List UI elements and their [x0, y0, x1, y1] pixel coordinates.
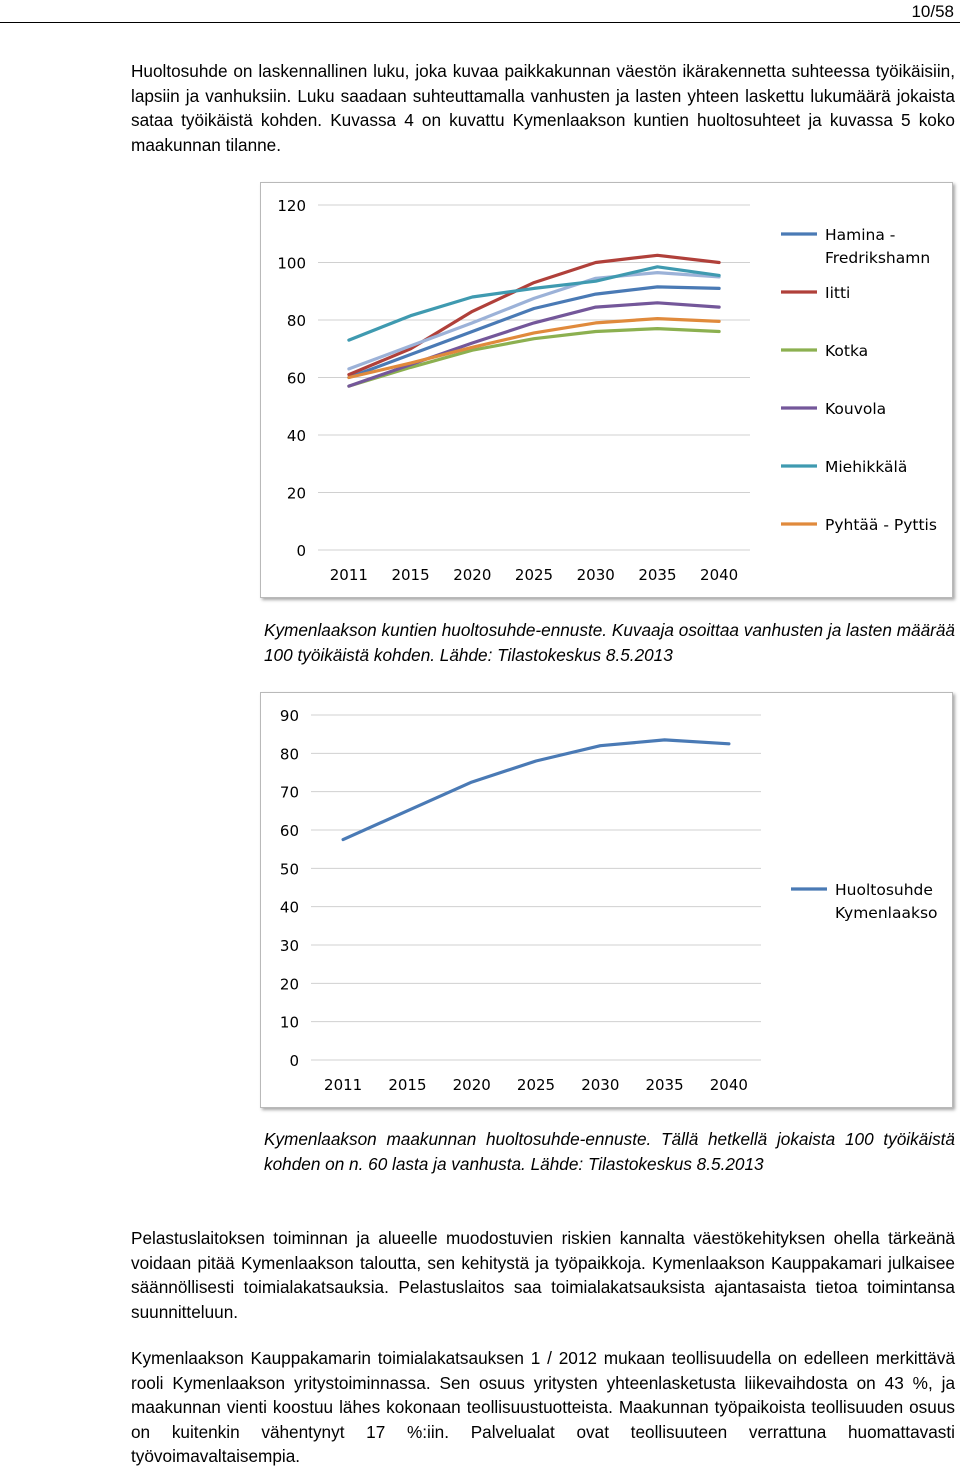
x-tick-label: 2040	[700, 566, 738, 584]
y-tick-label: 0	[289, 1052, 299, 1070]
legend-label: Huoltosuhde Kymenlaakso	[835, 881, 938, 922]
x-tick-label: 2011	[330, 566, 368, 584]
x-tick-label: 2015	[388, 1076, 426, 1094]
x-tick-label: 2011	[324, 1076, 362, 1094]
series-line	[347, 285, 721, 380]
x-tick-label: 2035	[638, 566, 676, 584]
y-tick-label: 90	[280, 707, 299, 725]
x-tick-label: 2020	[453, 1076, 491, 1094]
legend-label: Kotka	[825, 342, 868, 360]
x-tick-label: 2025	[517, 1076, 555, 1094]
series-line	[341, 738, 731, 842]
legend-label: Kouvola	[825, 400, 886, 418]
series-line	[347, 327, 721, 388]
y-tick-label: 20	[287, 485, 306, 503]
series-line	[347, 301, 721, 388]
legend-label: Hamina -Fredrikshamn	[825, 226, 930, 267]
series-line	[347, 270, 721, 371]
x-tick-label: 2040	[710, 1076, 748, 1094]
page-number: 10/58	[911, 2, 954, 21]
y-tick-label: 10	[280, 1014, 299, 1032]
series-line	[347, 317, 721, 380]
x-tick-label: 2030	[577, 566, 615, 584]
y-tick-label: 60	[280, 822, 299, 840]
y-tick-label: 30	[280, 937, 299, 955]
header-rule	[0, 22, 960, 23]
rescue-paragraph: Pelastuslaitoksen toiminnan ja alueelle …	[131, 1228, 955, 1322]
x-tick-label: 2030	[581, 1076, 619, 1094]
chart-region-frame: 0 10 20 30 40 50 60 70 80 90 2011 2015 2020 2025 2030 2…	[260, 692, 953, 1108]
y-tick-label: 100	[277, 255, 306, 273]
industry-paragraph: Kymenlaakson Kauppakamarin toimialakatsa…	[131, 1348, 955, 1467]
series-line	[347, 265, 721, 342]
y-tick-label: 0	[296, 542, 306, 560]
series-line	[347, 253, 721, 377]
chart-municipalities-frame: 0 20 40 60 80 100 120 2011 2015 2020 2025 2030 2035 2…	[260, 182, 953, 598]
y-tick-label: 50	[280, 860, 299, 878]
x-tick-label: 2020	[453, 566, 491, 584]
x-tick-label: 2035	[645, 1076, 683, 1094]
intro-paragraph: Huoltosuhde on laskennallinen luku, joka…	[131, 61, 955, 155]
y-tick-label: 20	[280, 975, 299, 993]
y-tick-label: 40	[287, 427, 306, 445]
x-tick-label: 2015	[391, 566, 429, 584]
figure5-caption: Kymenlaakson maakunnan huoltosuhde-ennus…	[264, 1129, 955, 1174]
legend-label: Miehikkälä	[825, 458, 907, 476]
y-tick-label: 80	[287, 312, 306, 330]
y-tick-label: 80	[280, 745, 299, 763]
y-tick-label: 120	[277, 197, 306, 215]
y-tick-label: 60	[287, 370, 306, 388]
y-tick-label: 70	[280, 784, 299, 802]
legend-label: Pyhtää - Pyttis	[825, 516, 937, 534]
y-tick-label: 40	[280, 899, 299, 917]
figure4-caption: Kymenlaakson kuntien huoltosuhde-ennuste…	[264, 620, 955, 665]
x-tick-label: 2025	[515, 566, 553, 584]
legend-label: Iitti	[825, 284, 850, 302]
